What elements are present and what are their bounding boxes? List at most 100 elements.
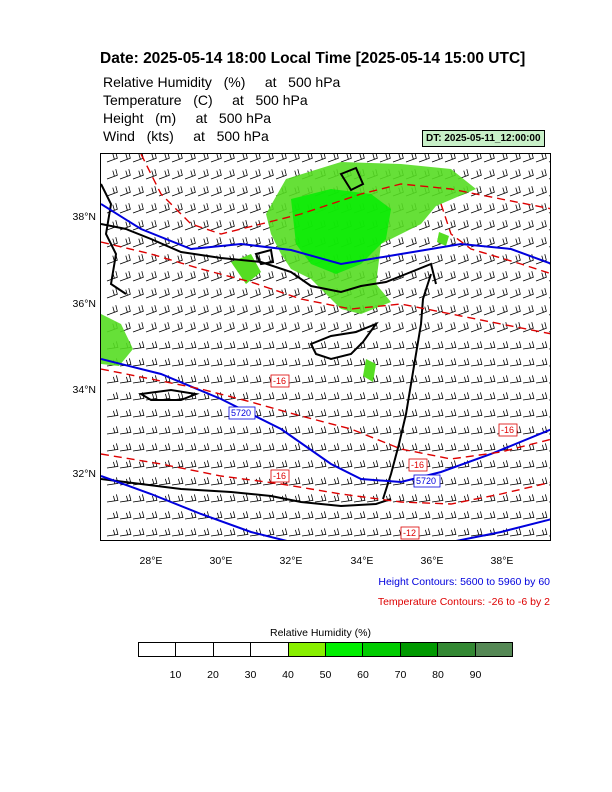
wind-barb <box>184 169 196 180</box>
wind-barb <box>210 494 223 503</box>
wind-barb <box>249 443 262 452</box>
wind-barb <box>223 154 235 163</box>
wind-barb <box>223 358 236 367</box>
wind-barb <box>171 220 183 231</box>
wind-barb <box>535 288 547 299</box>
wind-barb <box>301 460 314 469</box>
wind-barb <box>106 528 119 537</box>
cyprus <box>309 321 379 361</box>
wind-barb <box>470 341 483 350</box>
wind-barb <box>418 154 430 163</box>
wind-barb <box>197 375 210 384</box>
wind-barb <box>392 494 405 503</box>
wind-barb <box>496 511 509 520</box>
wind-barb <box>366 460 379 469</box>
wind-barb <box>158 154 170 163</box>
wind-barb <box>223 288 235 299</box>
wind-barb <box>210 305 222 316</box>
wind-barb <box>431 154 443 163</box>
wind-barb <box>470 443 483 452</box>
wind-barb <box>158 477 171 486</box>
wind-barb <box>132 460 145 469</box>
wind-barb <box>171 169 183 180</box>
wind-barb <box>353 392 366 401</box>
wind-barb <box>275 322 287 333</box>
wind-barb <box>171 322 183 333</box>
wind-barb <box>262 322 274 333</box>
wind-barb <box>509 237 521 248</box>
wind-barb <box>327 494 340 503</box>
wind-barb <box>145 443 158 452</box>
wind-barb <box>314 494 327 503</box>
wind-barb <box>197 460 210 469</box>
wind-barb <box>444 288 456 299</box>
wind-barb <box>184 220 196 231</box>
wind-barb <box>288 511 301 520</box>
wind-barb <box>353 375 366 384</box>
lon-label-38: 38°E <box>490 555 514 567</box>
wind-barb <box>444 477 457 486</box>
wind-barb <box>119 154 131 163</box>
wind-barb <box>275 288 287 299</box>
wind-barb <box>301 409 314 418</box>
lat-label-34: 34°N <box>72 384 96 396</box>
wind-barb <box>132 169 144 180</box>
wind-barb <box>171 460 184 469</box>
wind-barb <box>457 305 469 316</box>
wind-barb <box>223 186 235 197</box>
wind-barb <box>444 392 457 401</box>
wind-barb <box>431 341 444 350</box>
wind-barb <box>418 528 431 537</box>
wind-barb <box>366 477 379 486</box>
rh-area-small2 <box>437 232 449 246</box>
wind-barb <box>327 511 340 520</box>
wind-barb <box>158 460 171 469</box>
wind-barb <box>444 443 457 452</box>
wind-barb <box>392 375 405 384</box>
wind-barb <box>444 511 457 520</box>
wind-barb <box>301 322 313 333</box>
wind-barb <box>483 186 495 197</box>
wind-barb <box>340 358 353 367</box>
wind-barb <box>392 254 404 265</box>
wind-barb <box>119 305 131 316</box>
wind-barb <box>171 511 184 520</box>
wind-barb <box>184 460 197 469</box>
wind-barb <box>522 494 535 503</box>
wind-barb <box>470 186 482 197</box>
wind-barb <box>522 154 534 163</box>
wind-barb <box>535 203 547 214</box>
wind-barb <box>314 305 326 316</box>
wind-barb <box>262 511 275 520</box>
wind-barb <box>496 271 508 282</box>
wind-barb <box>145 426 158 435</box>
wind-barb <box>522 220 534 231</box>
wind-barb <box>106 409 119 418</box>
wind-barb <box>132 203 144 214</box>
wind-barb <box>301 375 314 384</box>
wind-barb <box>275 271 287 282</box>
wind-barb <box>106 186 118 197</box>
wind-barb <box>366 511 379 520</box>
wind-barb <box>496 375 509 384</box>
wind-barb <box>405 511 418 520</box>
wind-barb <box>249 494 262 503</box>
wind-barb <box>366 341 379 350</box>
wind-barb <box>457 288 469 299</box>
colorbar-swatch <box>176 643 214 656</box>
wind-barb <box>405 494 418 503</box>
wind-barb <box>483 203 495 214</box>
wind-barb <box>522 511 535 520</box>
lon-label-32: 32°E <box>279 555 303 567</box>
wind-barb <box>184 528 197 537</box>
wind-barb <box>470 409 483 418</box>
wind-barb <box>405 254 417 265</box>
wind-barb <box>535 186 547 197</box>
wind-barb <box>275 305 287 316</box>
wind-barb <box>444 494 457 503</box>
wind-barb <box>249 288 261 299</box>
wind-barb <box>184 322 196 333</box>
wind-barb <box>496 494 509 503</box>
wind-barb <box>197 305 209 316</box>
wind-barb <box>535 322 547 333</box>
